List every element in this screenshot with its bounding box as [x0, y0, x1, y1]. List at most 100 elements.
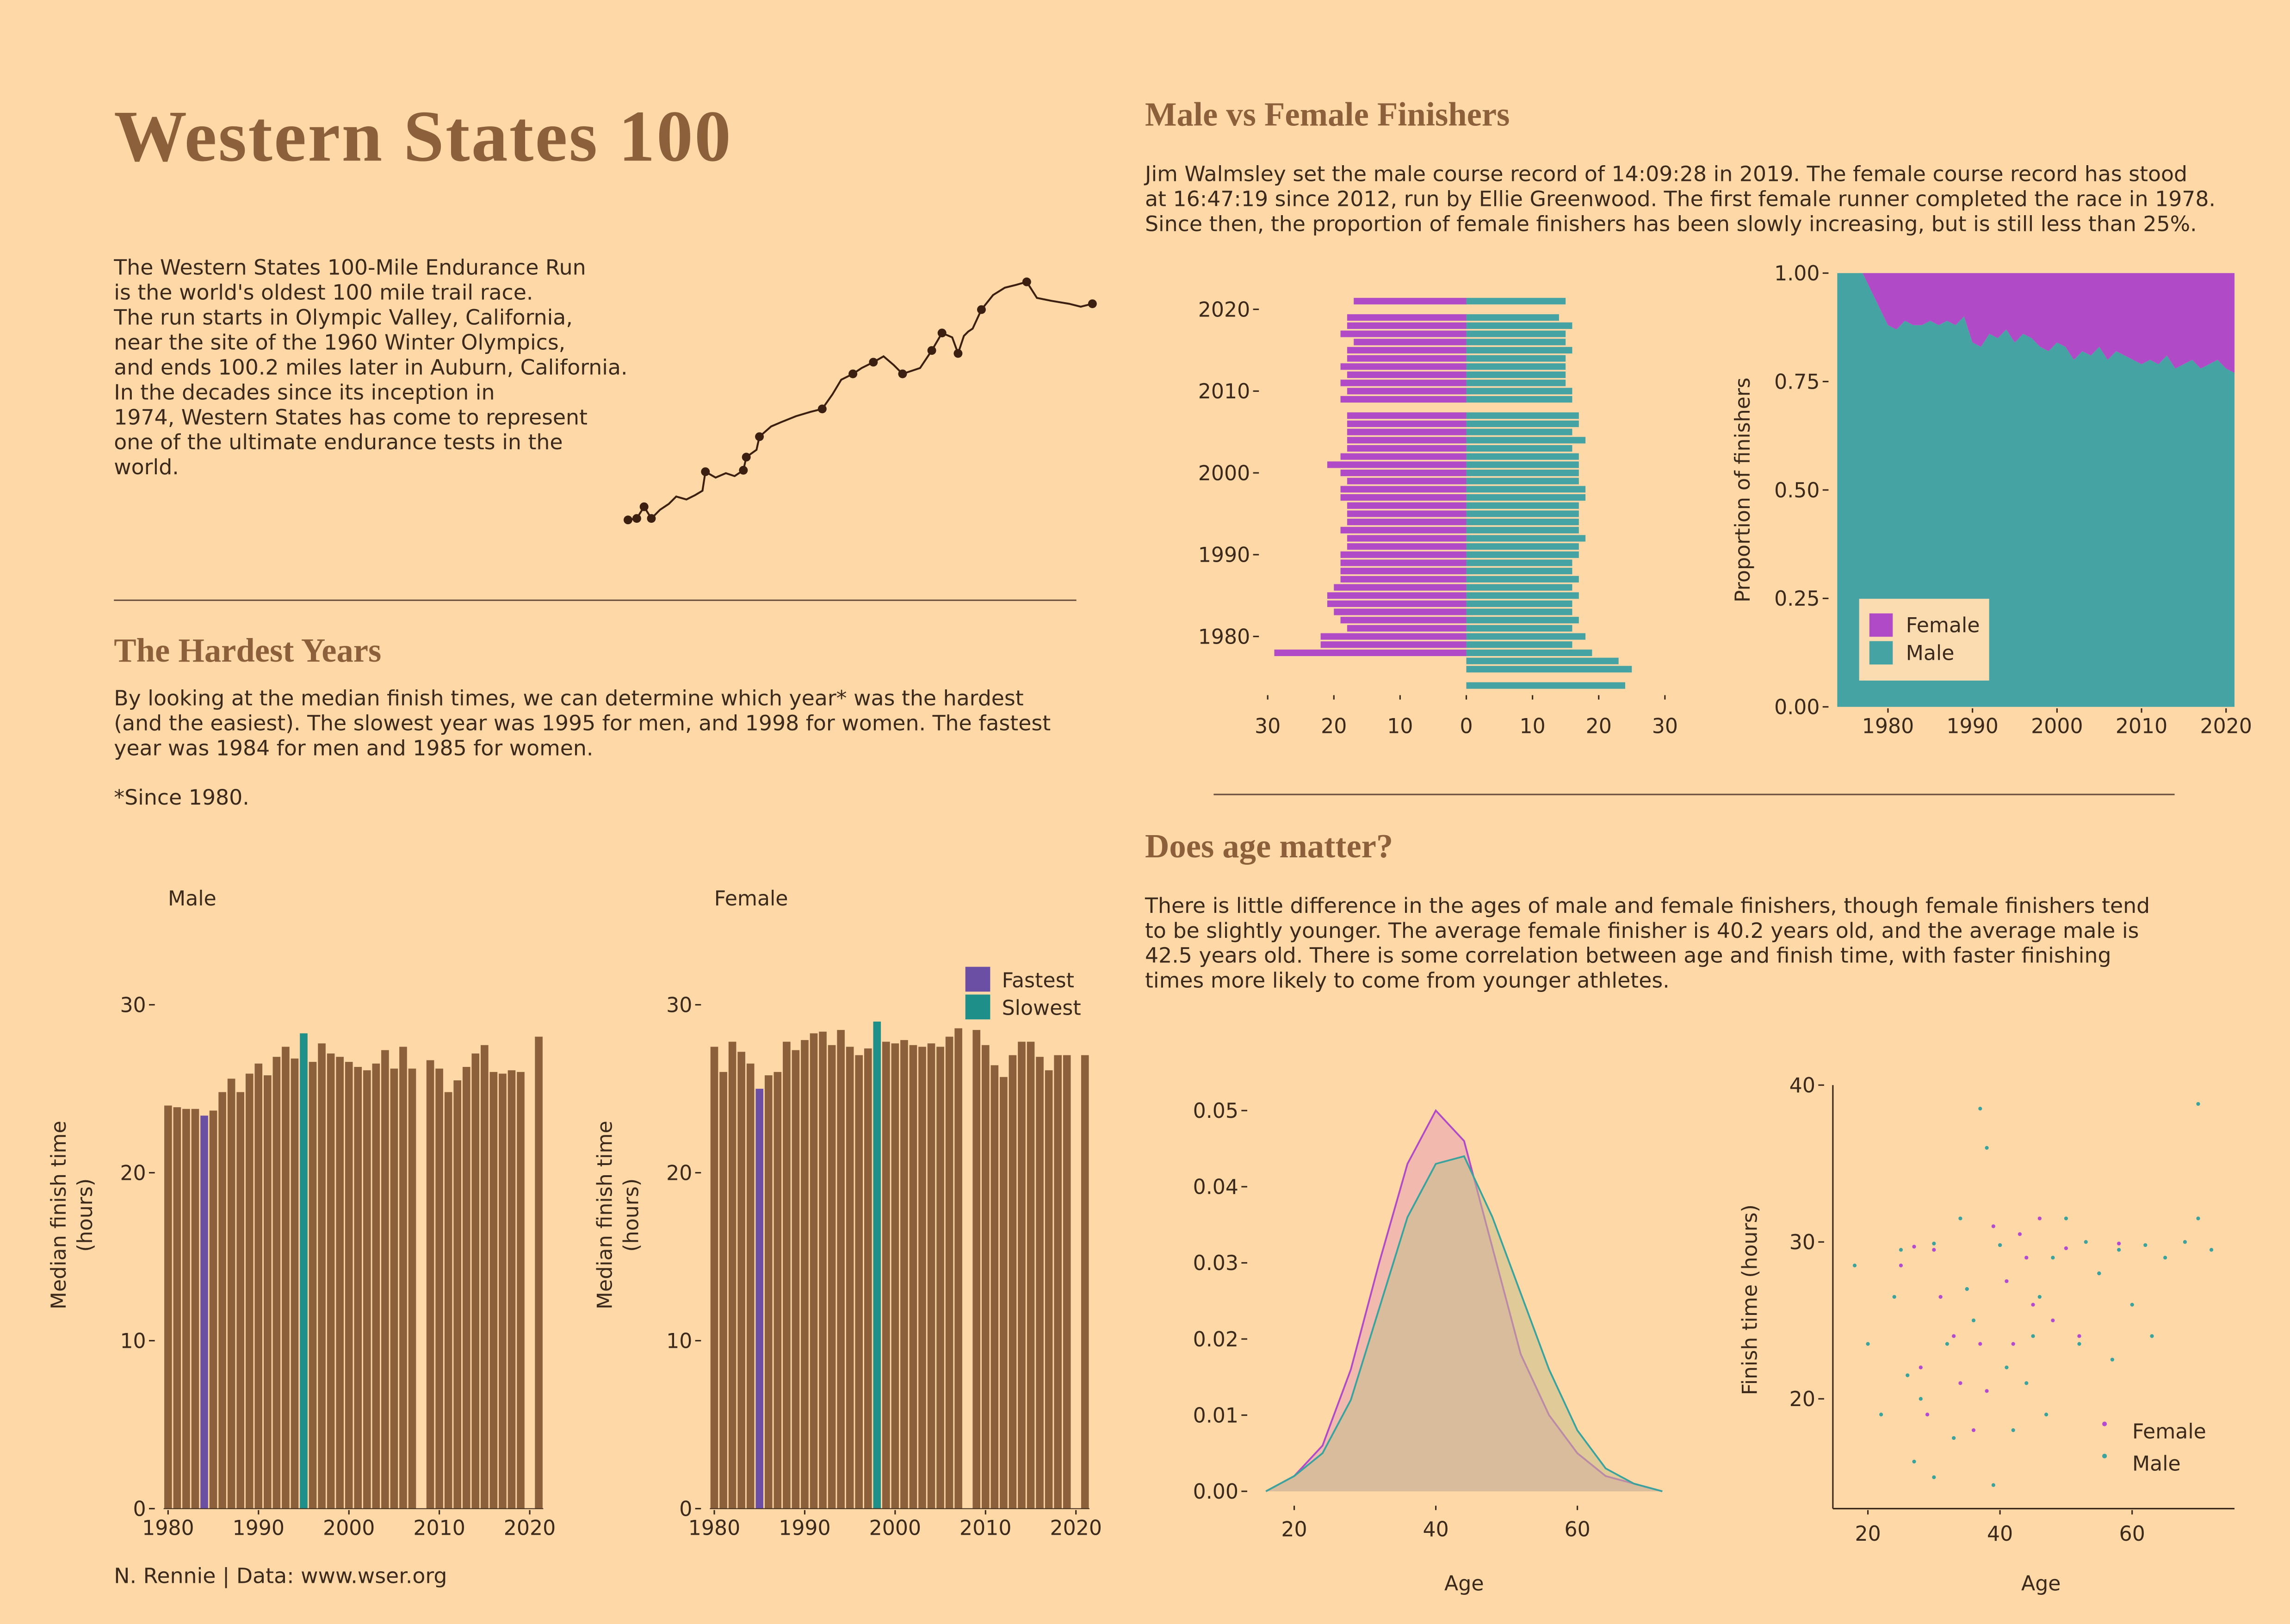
bar	[300, 1033, 308, 1509]
bar	[1347, 625, 1467, 632]
bar	[954, 1028, 962, 1509]
bar	[1347, 502, 1467, 509]
bar	[1466, 347, 1572, 353]
y-tick-label: 1990	[1198, 544, 1250, 567]
bar	[755, 1089, 764, 1509]
y-tick-label: 0.04	[1193, 1176, 1238, 1199]
bar	[191, 1109, 199, 1509]
bar	[728, 1041, 737, 1509]
bar	[846, 1047, 854, 1509]
point	[1932, 1475, 1936, 1479]
bar	[801, 1040, 809, 1509]
x-tick-label: 30	[1652, 715, 1678, 738]
legend-swatch	[965, 994, 990, 1020]
bar	[1466, 330, 1566, 337]
point	[1965, 1287, 1969, 1291]
point	[2031, 1334, 2035, 1338]
bar	[218, 1092, 226, 1509]
density-line	[1265, 1155, 1663, 1493]
bar	[882, 1041, 890, 1509]
y-axis-label: (hours)	[620, 1178, 644, 1252]
y-tick-label: 20	[1789, 1388, 1815, 1411]
x-tick-label: 2020	[2200, 715, 2252, 738]
point	[2024, 1256, 2029, 1260]
x-tick-label: 2020	[1050, 1516, 1102, 1540]
x-tick-label: 60	[2119, 1522, 2145, 1546]
bar	[1466, 322, 1572, 329]
bar	[462, 1066, 470, 1509]
bar	[1466, 453, 1579, 460]
legend-label: Male	[2132, 1452, 2181, 1476]
point	[2130, 1302, 2134, 1307]
y-tick-label: 0.03	[1193, 1252, 1238, 1275]
bar	[1027, 1041, 1035, 1509]
x-tick-label: 20	[1281, 1518, 1307, 1542]
bar	[1340, 379, 1467, 386]
point	[2064, 1246, 2068, 1250]
x-tick-label: 60	[1564, 1518, 1590, 1542]
bar	[1354, 339, 1467, 346]
legend: Female Male	[1859, 599, 1989, 681]
point	[2005, 1279, 2009, 1283]
bar	[746, 1063, 755, 1509]
bar	[1466, 314, 1559, 321]
bar	[837, 1030, 845, 1509]
bar	[783, 1041, 791, 1509]
point	[1852, 1264, 1857, 1268]
paragraph-line: By looking at the median finish times, w…	[114, 686, 1023, 711]
paragraph-line: times more likely to come from younger a…	[1145, 968, 1670, 993]
paragraph-line: at 16:47:19 since 2012, run by Ellie Gre…	[1145, 186, 2216, 211]
y-tick-label: 0.75	[1774, 370, 1820, 394]
paragraph-line: The Western States 100-Mile Endurance Ru…	[113, 255, 586, 279]
bar	[481, 1045, 489, 1509]
bar	[209, 1110, 217, 1509]
bar	[1340, 363, 1467, 370]
legend-label: Slowest	[1002, 997, 1081, 1020]
bar	[444, 1092, 452, 1509]
point	[1985, 1389, 1989, 1393]
y-tick-label: 10	[666, 1329, 692, 1353]
x-tick-label: 1990	[779, 1516, 830, 1540]
density-area	[1266, 1156, 1663, 1492]
x-tick-label: 2000	[323, 1516, 375, 1540]
bar	[737, 1052, 745, 1509]
bar	[1347, 420, 1467, 428]
bar	[1466, 412, 1579, 419]
y-tick-label: 0	[133, 1497, 146, 1521]
point	[1919, 1365, 1923, 1370]
paragraph-line: and ends 100.2 miles later in Auburn, Ca…	[114, 355, 627, 379]
bar	[1327, 461, 1467, 468]
bar	[1466, 657, 1619, 664]
bar	[1347, 355, 1467, 362]
bar	[1466, 617, 1579, 624]
bar	[1466, 559, 1572, 566]
bar	[471, 1053, 480, 1509]
point	[1912, 1459, 1916, 1464]
bar	[499, 1073, 507, 1509]
x-tick-label: 2010	[413, 1516, 465, 1540]
bar	[1466, 396, 1572, 403]
point	[1991, 1224, 1995, 1228]
point	[2117, 1248, 2121, 1252]
point	[2037, 1295, 2042, 1299]
bar	[1334, 584, 1467, 591]
section-heading: The Hardest Years	[114, 632, 381, 669]
point	[2084, 1240, 2088, 1244]
y-tick-label: 0.00	[1193, 1480, 1238, 1504]
bar	[282, 1047, 290, 1509]
x-tick-label: 1980	[1862, 715, 1914, 738]
bar	[764, 1075, 773, 1509]
bar	[891, 1043, 899, 1509]
point	[2018, 1232, 2022, 1236]
bar	[909, 1045, 917, 1509]
point	[1879, 1413, 1883, 1417]
y-tick-label: 2000	[1198, 462, 1250, 485]
y-tick-label: 20	[120, 1161, 146, 1185]
bar	[345, 1062, 353, 1509]
bar	[1340, 494, 1467, 501]
bar	[873, 1021, 881, 1509]
bar	[1466, 625, 1572, 632]
paragraph-line: is the world's oldest 100 mile trail rac…	[114, 280, 533, 304]
point	[2077, 1342, 2081, 1346]
